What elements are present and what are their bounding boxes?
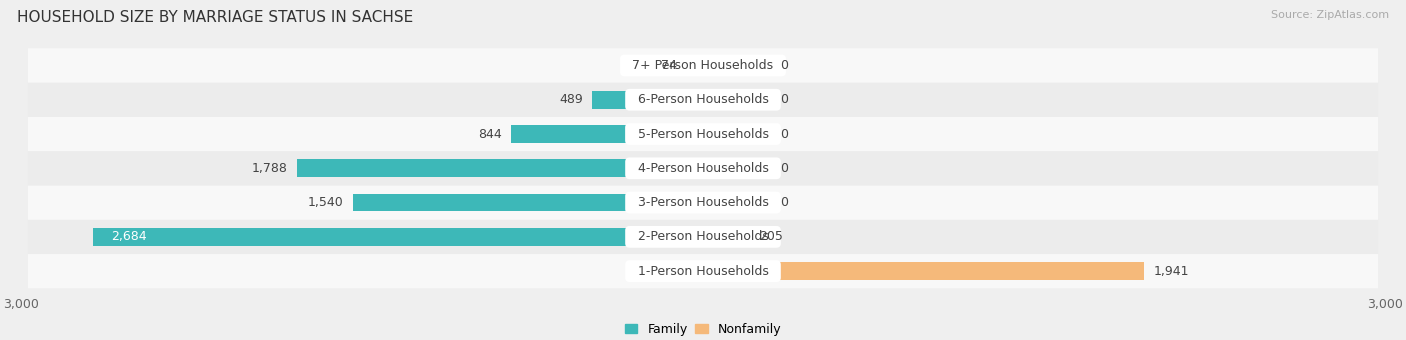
Text: 0: 0 <box>780 93 789 106</box>
Bar <box>353 194 703 211</box>
Text: 4-Person Households: 4-Person Households <box>630 162 776 175</box>
Text: 1,941: 1,941 <box>1153 265 1189 278</box>
Legend: Family, Nonfamily: Family, Nonfamily <box>620 318 786 340</box>
Text: 2,684: 2,684 <box>111 231 146 243</box>
FancyBboxPatch shape <box>28 117 1378 151</box>
Text: 1-Person Households: 1-Person Households <box>630 265 776 278</box>
Text: 7+ Person Households: 7+ Person Households <box>624 59 782 72</box>
Text: 2-Person Households: 2-Person Households <box>630 231 776 243</box>
Bar <box>703 262 1144 280</box>
Bar <box>592 91 703 109</box>
Text: 0: 0 <box>780 196 789 209</box>
FancyBboxPatch shape <box>28 254 1378 288</box>
Bar <box>93 228 703 246</box>
Text: 5-Person Households: 5-Person Households <box>630 128 776 140</box>
Bar <box>703 228 749 246</box>
FancyBboxPatch shape <box>28 185 1378 220</box>
FancyBboxPatch shape <box>28 83 1378 117</box>
Bar <box>686 56 703 74</box>
Text: 74: 74 <box>661 59 678 72</box>
FancyBboxPatch shape <box>28 151 1378 185</box>
Text: 0: 0 <box>780 162 789 175</box>
Text: HOUSEHOLD SIZE BY MARRIAGE STATUS IN SACHSE: HOUSEHOLD SIZE BY MARRIAGE STATUS IN SAC… <box>17 10 413 25</box>
Bar <box>297 159 703 177</box>
Text: 205: 205 <box>759 231 783 243</box>
Text: 6-Person Households: 6-Person Households <box>630 93 776 106</box>
Text: 0: 0 <box>780 128 789 140</box>
Text: 0: 0 <box>780 59 789 72</box>
Text: 1,788: 1,788 <box>252 162 287 175</box>
Text: 1,540: 1,540 <box>308 196 344 209</box>
FancyBboxPatch shape <box>28 48 1378 83</box>
Text: 489: 489 <box>560 93 582 106</box>
Text: Source: ZipAtlas.com: Source: ZipAtlas.com <box>1271 10 1389 20</box>
Text: 844: 844 <box>478 128 502 140</box>
FancyBboxPatch shape <box>28 220 1378 254</box>
Text: 3-Person Households: 3-Person Households <box>630 196 776 209</box>
Bar <box>512 125 703 143</box>
